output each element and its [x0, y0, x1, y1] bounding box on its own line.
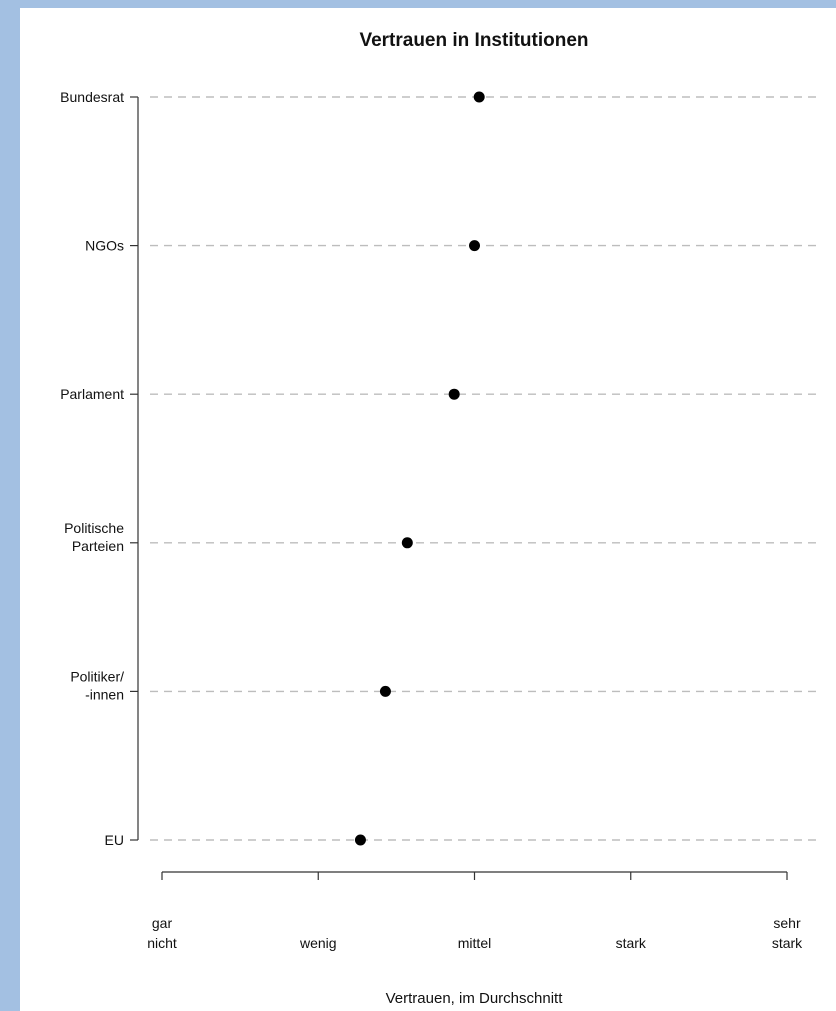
- data-points: [354, 91, 485, 846]
- category-label-line: Parlament: [60, 386, 124, 402]
- data-point: [469, 240, 480, 252]
- category-labels: Bundesrat NGOs Parlament Politische Parteien…: [60, 89, 124, 848]
- x-tick-label: gar nicht: [147, 915, 177, 951]
- category-label: Politiker/ -innen: [70, 668, 124, 702]
- x-tick-label: wenig: [299, 935, 337, 951]
- category-label-line: Politiker/: [70, 668, 124, 684]
- category-label-line: EU: [105, 832, 124, 848]
- category-label: EU: [105, 832, 124, 848]
- category-label-line: -innen: [85, 686, 124, 702]
- x-tick-label-line: mittel: [458, 935, 491, 951]
- x-tick-label-line: nicht: [147, 935, 177, 951]
- data-point: [354, 834, 366, 846]
- category-label: Bundesrat: [60, 89, 124, 105]
- chart-title: Vertrauen in Institutionen: [359, 30, 588, 51]
- category-label-line: Bundesrat: [60, 89, 124, 105]
- category-label: Politische Parteien: [64, 520, 124, 554]
- dot-chart: Vertrauen in Institutionen Bundesrat NGOs…: [60, 30, 820, 1007]
- x-tick-label-line: stark: [616, 935, 647, 951]
- category-label-line: NGOs: [85, 238, 124, 254]
- data-point: [379, 685, 391, 697]
- data-point: [473, 91, 485, 103]
- category-label-line: Parteien: [72, 538, 124, 554]
- x-tick-label-line: wenig: [299, 935, 337, 951]
- x-tick-label-line: gar: [152, 915, 173, 931]
- data-point: [448, 388, 460, 400]
- x-tick-label-line: stark: [772, 935, 803, 951]
- grid-lines: [150, 96, 820, 841]
- x-tick-label: sehr stark: [772, 915, 803, 951]
- category-label: Parlament: [60, 386, 124, 402]
- x-tick-label-line: sehr: [773, 915, 801, 931]
- chart-frame: Vertrauen in Institutionen Bundesrat NGOs…: [20, 8, 836, 1011]
- axes: [130, 96, 788, 880]
- x-tick-label: mittel: [458, 935, 491, 951]
- x-axis-title: Vertrauen, im Durchschnitt: [386, 990, 564, 1007]
- x-tick-labels: gar nicht wenig mittel stark sehr stark: [147, 915, 803, 951]
- category-label-line: Politische: [64, 520, 124, 536]
- data-point: [401, 537, 413, 549]
- category-label: NGOs: [85, 238, 124, 254]
- x-tick-label: stark: [616, 935, 647, 951]
